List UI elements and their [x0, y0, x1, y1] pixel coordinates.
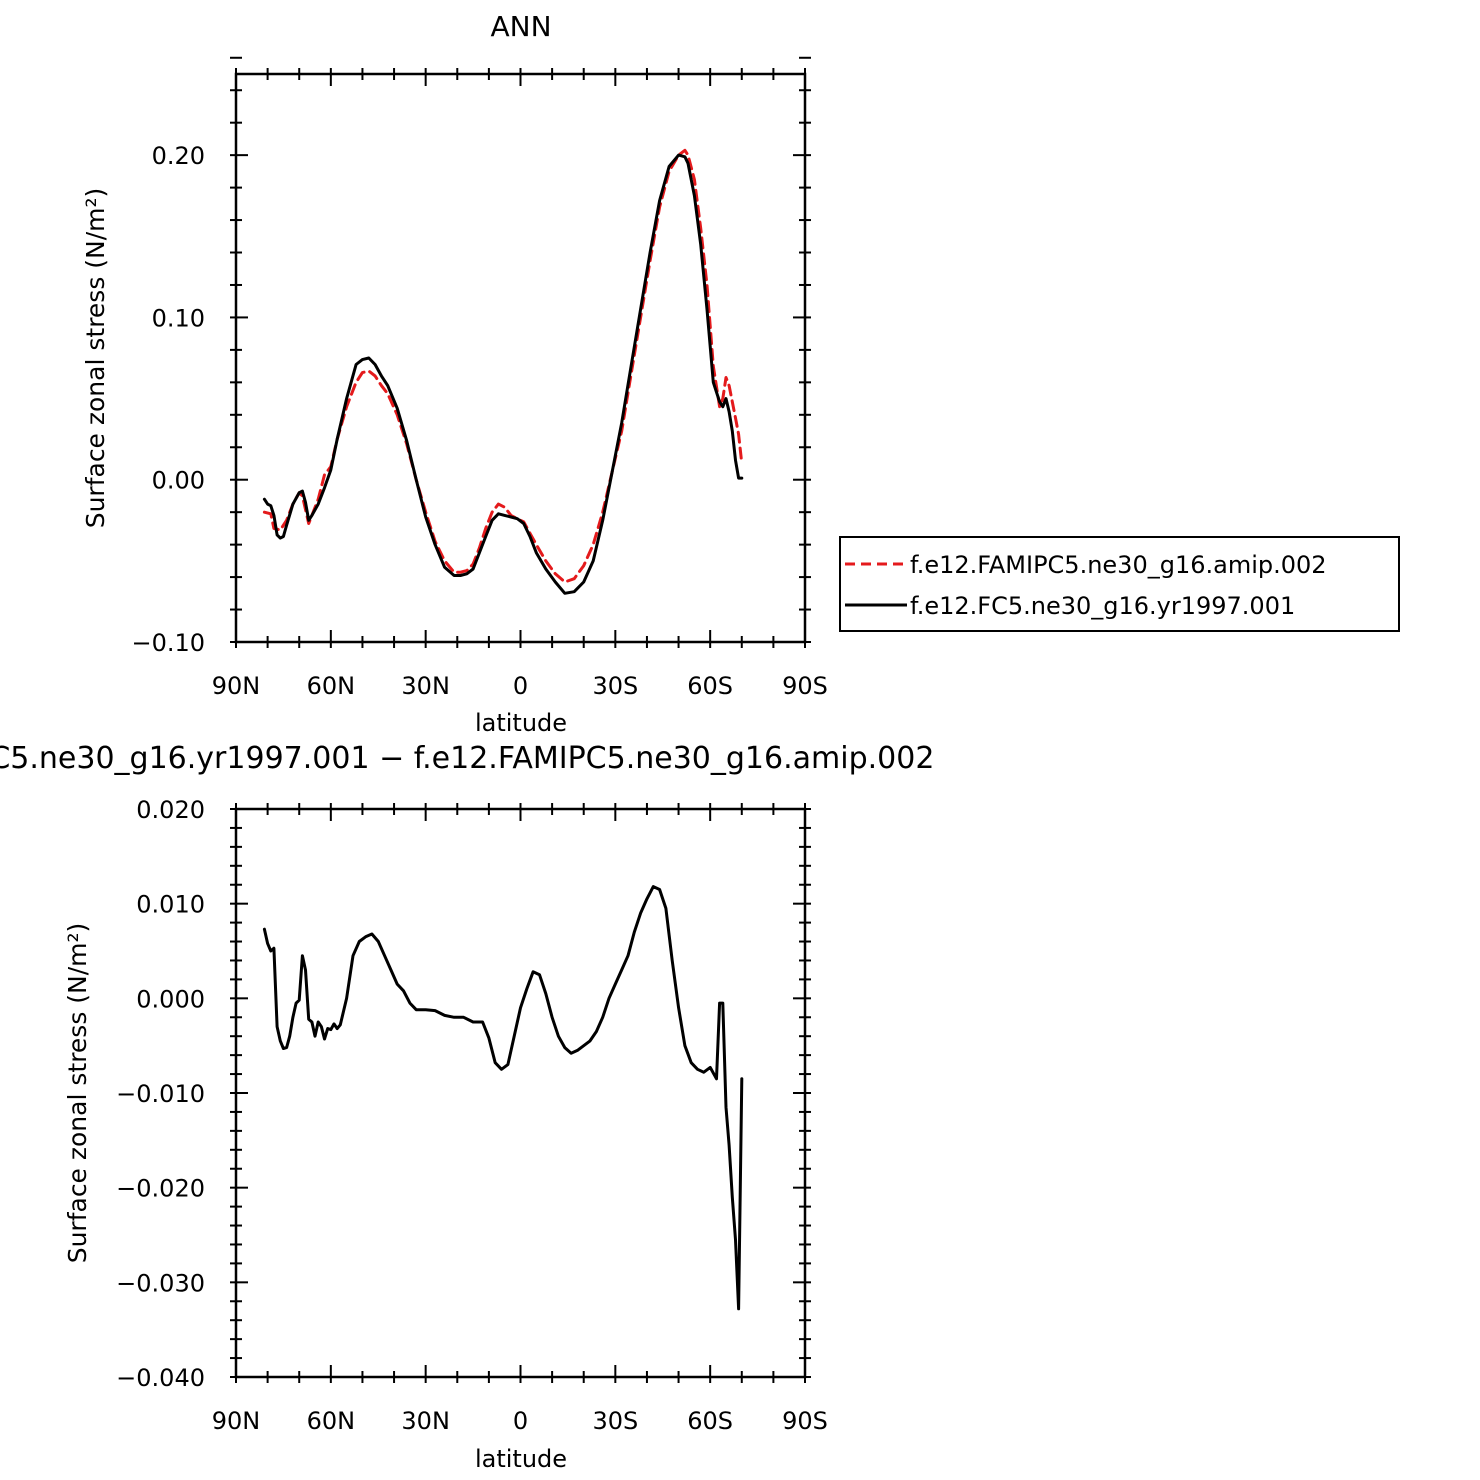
- bottom-xtick-label: 90N: [212, 1407, 261, 1435]
- bottom-chart-series: [262, 885, 744, 1311]
- top-chart-ylabel: Surface zonal stress (N/m²): [81, 188, 110, 529]
- legend-label-fc5: f.e12.FC5.ne30_g16.yr1997.001: [910, 592, 1295, 620]
- legend: f.e12.FAMIPC5.ne30_g16.amip.002 f.e12.FC…: [839, 536, 1400, 632]
- bottom-ytick-label: −0.020: [116, 1175, 205, 1203]
- bottom-xtick-label: 60N: [307, 1407, 356, 1435]
- top-xtick-label: 90S: [782, 672, 828, 700]
- legend-box: [839, 536, 1400, 632]
- bottom-xtick-label: 0: [513, 1407, 528, 1435]
- top-ytick-label: 0.20: [152, 142, 205, 170]
- top-series-line-1: [262, 153, 744, 595]
- top-ytick-label: 0.00: [152, 467, 205, 495]
- top-xtick-label: 60S: [687, 672, 733, 700]
- bottom-ytick-label: −0.040: [116, 1364, 205, 1392]
- bottom-chart-ylabel: Surface zonal stress (N/m²): [63, 923, 92, 1264]
- top-chart-title: ANN: [490, 10, 551, 43]
- top-chart-xlabel: latitude: [475, 709, 567, 737]
- legend-label-amip: f.e12.FAMIPC5.ne30_g16.amip.002: [910, 551, 1327, 579]
- bottom-chart: f.e12.FC5.ne30_g16.yr1997.001 − f.e12.FA…: [0, 741, 934, 1473]
- top-series-line-0: [262, 148, 744, 584]
- bottom-xtick-label: 30S: [592, 1407, 638, 1435]
- bottom-ytick-label: −0.010: [116, 1080, 205, 1108]
- top-xtick-label: 60N: [307, 672, 356, 700]
- bottom-xtick-label: 90S: [782, 1407, 828, 1435]
- bottom-ytick-label: −0.030: [116, 1269, 205, 1297]
- bottom-chart-title: f.e12.FC5.ne30_g16.yr1997.001 − f.e12.FA…: [0, 741, 934, 776]
- top-chart-frame: [234, 72, 807, 644]
- bottom-chart-xlabel: latitude: [475, 1445, 567, 1473]
- bottom-chart-frame: [234, 807, 807, 1379]
- top-chart-series: [262, 148, 744, 595]
- bottom-series-line-0: [262, 885, 744, 1311]
- bottom-ytick-label: 0.020: [136, 796, 205, 824]
- bottom-ytick-label: 0.010: [136, 891, 205, 919]
- top-chart: ANN 90N 60N 30N 0 30S 60S 90S −0.10 0.00 0.10 0.20…: [81, 10, 828, 737]
- top-ytick-label: 0.10: [152, 304, 205, 332]
- bottom-xtick-label: 60S: [687, 1407, 733, 1435]
- top-xtick-label: 30N: [401, 672, 450, 700]
- bottom-ytick-label: 0.000: [136, 985, 205, 1013]
- top-xtick-label: 30S: [592, 672, 638, 700]
- top-ytick-label: −0.10: [131, 629, 205, 657]
- top-xtick-label: 0: [513, 672, 528, 700]
- top-xtick-label: 90N: [212, 672, 261, 700]
- bottom-chart-ticks: 90N 60N 30N 0 30S 60S 90S −0.040 −0.030 −0.020 −0.…: [116, 796, 828, 1435]
- bottom-xtick-label: 30N: [401, 1407, 450, 1435]
